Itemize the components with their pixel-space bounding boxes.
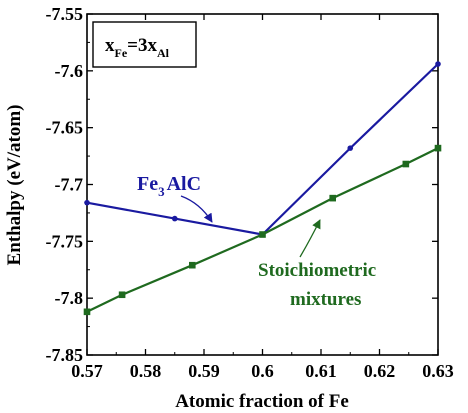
mixtures-point (329, 195, 336, 202)
fe3alc-point (172, 216, 178, 222)
x-tick-label: 0.6 (251, 361, 274, 381)
series-line-fe3alc (87, 64, 438, 235)
y-tick-label: -7.55 (46, 4, 84, 24)
fe3alc-point (84, 200, 90, 206)
mixtures-arrow (300, 220, 320, 257)
fe3alc-arrow (181, 196, 212, 222)
y-tick-label: -7.65 (46, 118, 84, 138)
composition-fe-subscript: Fe (115, 46, 128, 60)
x-tick-label: 0.58 (130, 361, 162, 381)
mixtures-label-line1: Stoichiometric (258, 260, 376, 281)
y-tick-label: -7.75 (46, 231, 84, 251)
y-tick-label: -7.6 (55, 61, 84, 81)
mixtures-point (435, 145, 442, 152)
mixtures-point (84, 309, 91, 316)
fe3alc-point (435, 61, 441, 67)
mixtures-point (189, 262, 196, 269)
x-tick-label: 0.63 (422, 361, 454, 381)
composition-al-subscript: Al (157, 46, 170, 60)
y-tick-label: -7.7 (55, 175, 84, 195)
fe3alc-point (347, 145, 353, 151)
x-axis-ticks: 0.57 0.58 0.59 0.6 0.61 0.62 0.63 (71, 14, 454, 381)
x-axis-title: Atomic fraction of Fe (175, 391, 349, 412)
mixtures-point (119, 291, 126, 298)
mixtures-point (259, 231, 266, 238)
y-tick-label: -7.8 (55, 288, 84, 308)
x-tick-label: 0.62 (364, 361, 396, 381)
mixtures-annotation: Stoichiometric mixtures (258, 220, 376, 310)
composition-equals-term: =3x (127, 35, 157, 56)
fe3alc-label-sub: 3 (158, 184, 165, 199)
y-axis-title: Enthalpy (eV/atom) (4, 105, 25, 266)
composition-box: xFe=3xAl (93, 22, 196, 67)
x-tick-label: 0.59 (188, 361, 220, 381)
mixtures-label-line2: mixtures (290, 289, 361, 310)
composition-x-symbol: x (105, 35, 115, 56)
x-tick-label: 0.61 (305, 361, 337, 381)
y-tick-label: -7.85 (46, 345, 84, 365)
mixtures-point (403, 161, 410, 168)
fe3alc-label-main: Fe (137, 173, 158, 195)
fe3alc-label-rest: AlC (167, 173, 201, 195)
